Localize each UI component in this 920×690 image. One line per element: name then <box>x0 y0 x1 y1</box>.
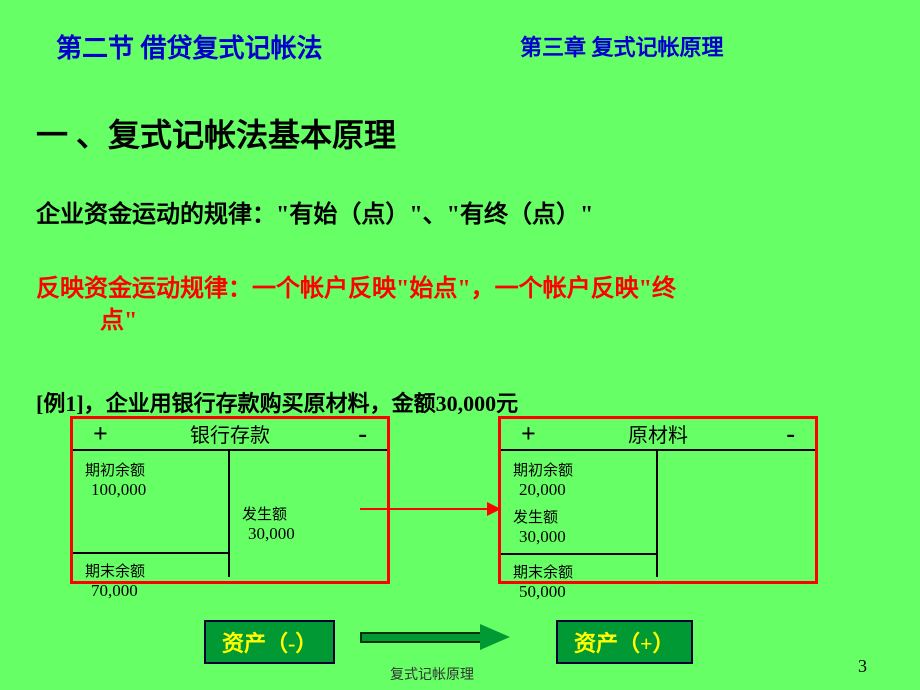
opening-label: 期初余额 <box>85 459 216 480</box>
t-account-bank: + 银行存款 - 期初余额 100,000 期末余额 70,000 发生额 30… <box>70 416 390 584</box>
header-left: 第二节 借贷复式记帐法 <box>56 28 323 65</box>
occur-value: 30,000 <box>513 527 644 547</box>
rule-line-2b: 点" <box>100 300 137 335</box>
closing-value: 70,000 <box>85 581 216 601</box>
closing-value: 50,000 <box>513 582 644 602</box>
occur-label: 发生额 <box>242 503 375 524</box>
t-account-debit-col: 期初余额 100,000 期末余额 70,000 <box>73 451 230 577</box>
arrow-head <box>480 624 510 650</box>
debit-sign: + <box>73 419 128 449</box>
t-account-credit-col: 发生额 30,000 <box>230 451 387 577</box>
credit-sign: - <box>766 419 815 449</box>
t-account-title: 原材料 <box>628 419 688 448</box>
rule-line-1: 企业资金运动的规律："有始（点）"、"有终（点）" <box>36 194 593 229</box>
credit-sign: - <box>338 419 387 449</box>
transfer-arrow-icon <box>360 508 500 510</box>
opening-value: 100,000 <box>85 480 216 500</box>
closing-label: 期末余额 <box>85 560 216 581</box>
opening-value: 20,000 <box>513 480 644 500</box>
t-account-body: 期初余额 20,000 发生额 30,000 期末余额 50,000 <box>501 451 815 577</box>
t-account-credit-col <box>658 451 815 577</box>
asset-increase-tag: 资产（+） <box>556 620 693 664</box>
row-separator <box>501 553 656 555</box>
t-account-header: + 银行存款 - <box>73 419 387 451</box>
arrow-shaft <box>360 632 482 643</box>
t-account-title: 银行存款 <box>190 419 270 448</box>
occur-value: 30,000 <box>242 524 375 544</box>
closing-label: 期末余额 <box>513 561 644 582</box>
rule-line-2a: 反映资金运动规律：一个帐户反映"始点"，一个帐户反映"终 <box>36 268 676 303</box>
page-number: 3 <box>858 656 867 677</box>
section-title: 一 、复式记帐法基本原理 <box>36 110 396 156</box>
row-separator <box>73 552 228 554</box>
footer-text: 复式记帐原理 <box>390 664 474 684</box>
asset-decrease-tag: 资产（-） <box>204 620 335 664</box>
t-account-header: + 原材料 - <box>501 419 815 451</box>
flow-arrow-icon <box>360 626 510 648</box>
header-right: 第三章 复式记帐原理 <box>520 30 724 62</box>
opening-label: 期初余额 <box>513 459 644 480</box>
t-account-material: + 原材料 - 期初余额 20,000 发生额 30,000 期末余额 50,0… <box>498 416 818 584</box>
example-line: [例1]，企业用银行存款购买原材料，金额30,000元 <box>36 386 518 418</box>
debit-sign: + <box>501 419 556 449</box>
t-account-debit-col: 期初余额 20,000 发生额 30,000 期末余额 50,000 <box>501 451 658 577</box>
t-account-body: 期初余额 100,000 期末余额 70,000 发生额 30,000 <box>73 451 387 577</box>
occur-label: 发生额 <box>513 506 644 527</box>
